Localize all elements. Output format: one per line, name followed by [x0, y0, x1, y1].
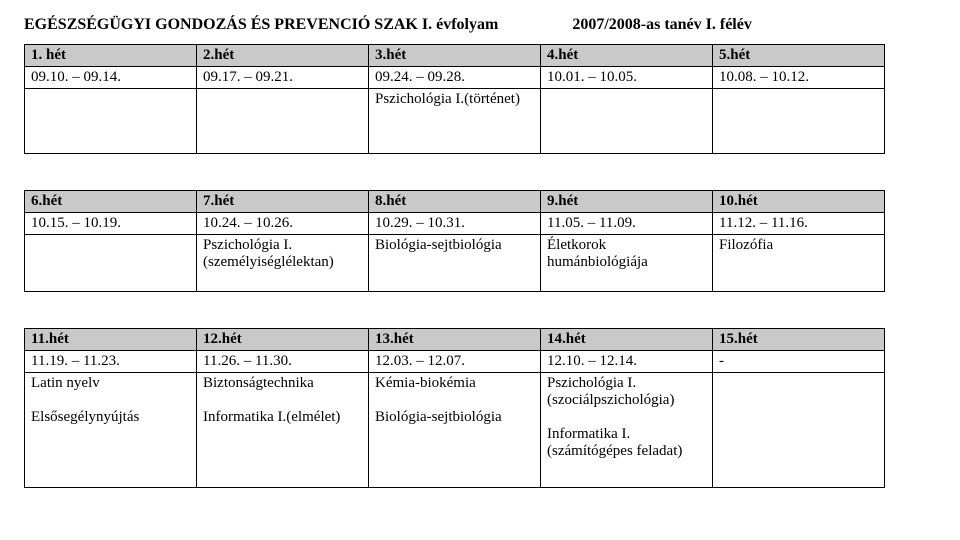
table-header-cell: 1. hét	[25, 45, 197, 67]
table-header-cell: 14.hét	[541, 329, 713, 351]
table-content-cell: Latin nyelv Elsősegélynyújtás	[25, 373, 197, 488]
title-right: 2007/2008-as tanév I. félév	[572, 16, 752, 34]
table-content-cell: Kémia-biokémia Biológia-sejtbiológia	[369, 373, 541, 488]
table-content-cell	[713, 89, 885, 154]
table-date-row: 09.10. – 09.14.09.17. – 09.21.09.24. – 0…	[25, 67, 885, 89]
table-content-row: Pszichológia I. (személyiséglélektan)Bio…	[25, 235, 885, 292]
table-header-cell: 13.hét	[369, 329, 541, 351]
table-content-cell: Biztonságtechnika Informatika I.(elmélet…	[197, 373, 369, 488]
table-content-row: Pszichológia I.(történet)	[25, 89, 885, 154]
table-content-cell: Pszichológia I. (szociálpszichológia) In…	[541, 373, 713, 488]
table-date-cell: 12.10. – 12.14.	[541, 351, 713, 373]
table-header-row: 6.hét7.hét8.hét9.hét10.hét	[25, 191, 885, 213]
table-header-cell: 10.hét	[713, 191, 885, 213]
table-content-cell	[25, 235, 197, 292]
table-date-cell: 10.15. – 10.19.	[25, 213, 197, 235]
schedule-table: 1. hét2.hét3.hét4.hét5.hét09.10. – 09.14…	[24, 44, 885, 154]
table-content-cell	[197, 89, 369, 154]
table-header-cell: 8.hét	[369, 191, 541, 213]
table-date-cell: 10.29. – 10.31.	[369, 213, 541, 235]
title-left: EGÉSZSÉGÜGYI GONDOZÁS ÉS PREVENCIÓ SZAK …	[24, 16, 498, 34]
table-header-cell: 12.hét	[197, 329, 369, 351]
table-header-cell: 3.hét	[369, 45, 541, 67]
table-date-cell: 11.12. – 11.16.	[713, 213, 885, 235]
table-date-cell: 10.01. – 10.05.	[541, 67, 713, 89]
table-header-cell: 6.hét	[25, 191, 197, 213]
table-header-row: 11.hét12.hét13.hét14.hét15.hét	[25, 329, 885, 351]
table-header-cell: 15.hét	[713, 329, 885, 351]
table-header-cell: 4.hét	[541, 45, 713, 67]
table-content-cell	[541, 89, 713, 154]
table-date-cell: 11.19. – 11.23.	[25, 351, 197, 373]
table-date-cell: 10.24. – 10.26.	[197, 213, 369, 235]
table-header-cell: 5.hét	[713, 45, 885, 67]
table-header-cell: 7.hét	[197, 191, 369, 213]
table-date-row: 11.19. – 11.23.11.26. – 11.30.12.03. – 1…	[25, 351, 885, 373]
table-date-cell: 12.03. – 12.07.	[369, 351, 541, 373]
table-date-cell: 09.17. – 09.21.	[197, 67, 369, 89]
table-header-row: 1. hét2.hét3.hét4.hét5.hét	[25, 45, 885, 67]
table-date-cell: 09.24. – 09.28.	[369, 67, 541, 89]
table-content-cell	[25, 89, 197, 154]
table-date-row: 10.15. – 10.19.10.24. – 10.26.10.29. – 1…	[25, 213, 885, 235]
table-date-cell: 10.08. – 10.12.	[713, 67, 885, 89]
table-header-cell: 2.hét	[197, 45, 369, 67]
table-content-cell: Pszichológia I.(történet)	[369, 89, 541, 154]
page-title: EGÉSZSÉGÜGYI GONDOZÁS ÉS PREVENCIÓ SZAK …	[24, 16, 936, 34]
schedule-table: 6.hét7.hét8.hét9.hét10.hét10.15. – 10.19…	[24, 190, 885, 292]
table-content-cell: Filozófia	[713, 235, 885, 292]
table-content-cell: Életkorok humánbiológiája	[541, 235, 713, 292]
table-content-cell	[713, 373, 885, 488]
table-content-row: Latin nyelv ElsősegélynyújtásBiztonságte…	[25, 373, 885, 488]
table-date-cell: 11.26. – 11.30.	[197, 351, 369, 373]
table-header-cell: 9.hét	[541, 191, 713, 213]
schedule-table: 11.hét12.hét13.hét14.hét15.hét11.19. – 1…	[24, 328, 885, 488]
table-date-cell: 09.10. – 09.14.	[25, 67, 197, 89]
table-content-cell: Biológia-sejtbiológia	[369, 235, 541, 292]
table-date-cell: 11.05. – 11.09.	[541, 213, 713, 235]
table-header-cell: 11.hét	[25, 329, 197, 351]
table-content-cell: Pszichológia I. (személyiséglélektan)	[197, 235, 369, 292]
schedule-container: 1. hét2.hét3.hét4.hét5.hét09.10. – 09.14…	[24, 44, 936, 488]
table-date-cell: -	[713, 351, 885, 373]
